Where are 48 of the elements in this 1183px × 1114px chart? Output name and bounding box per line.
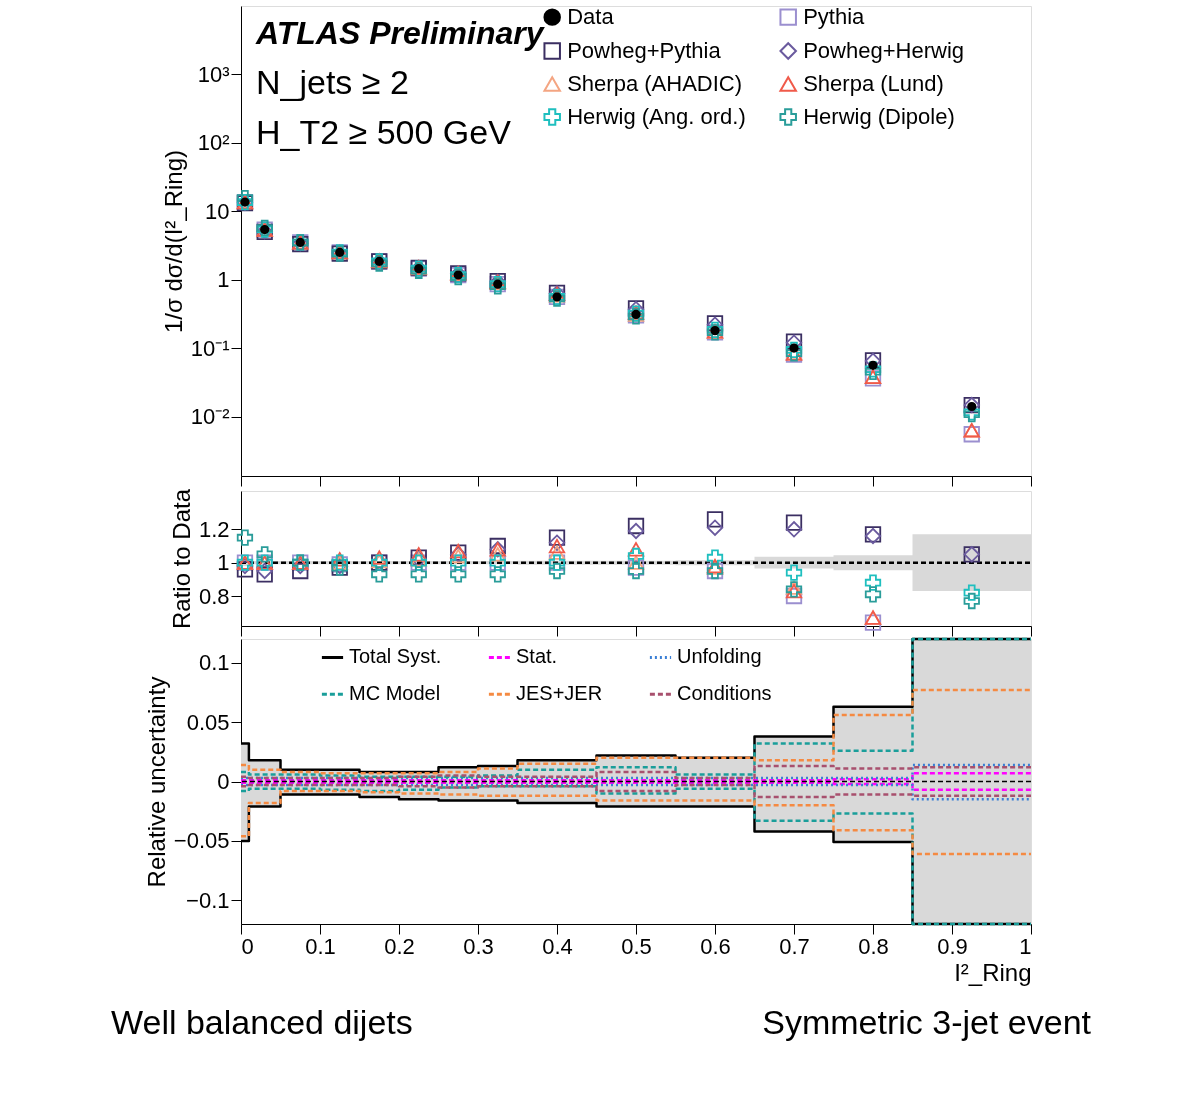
legend-label: Total Syst. <box>349 645 442 668</box>
legend-label: Stat. <box>516 645 558 668</box>
legend-label: Powheg+Herwig <box>803 38 965 63</box>
legend-label: Herwig (Dipole) <box>803 104 955 129</box>
legend-label: MC Model <box>349 682 441 705</box>
y-tick-label: 0 <box>217 769 230 794</box>
y-tick-label: −0.05 <box>173 828 230 854</box>
annotation: H_T2 ≥ 500 GeV <box>256 113 512 151</box>
y-tick-label: −0.1 <box>186 887 230 913</box>
x-tick-label: 0.2 <box>384 933 415 959</box>
y-tick-label: 0.05 <box>186 709 230 735</box>
x-tick-label: 0.4 <box>542 933 573 959</box>
legend-label: Herwig (Ang. ord.) <box>567 104 746 129</box>
y-tick-label: 1 <box>217 267 230 293</box>
text: Well balanced dijets <box>111 1003 413 1041</box>
legend-label: Sherpa (AHADIC) <box>567 71 743 96</box>
y-tick-label: 0.8 <box>198 583 230 609</box>
x-tick-label: 0.3 <box>463 933 494 959</box>
text: Symmetric 3-jet event <box>762 1003 1092 1041</box>
y-tick-label: 10² <box>197 130 230 156</box>
legend-label: Powheg+Pythia <box>567 38 722 63</box>
x-tick-label: 0.6 <box>700 933 731 959</box>
legend-label: Unfolding <box>677 645 762 668</box>
legend-label: Conditions <box>677 682 772 705</box>
y-tick-label: 10⁻² <box>190 404 230 429</box>
x-tick-label: 1 <box>1019 933 1032 959</box>
legend-label: Pythia <box>803 4 866 30</box>
y-axis-title: 1/σ dσ/d(I²_Ring) <box>159 149 187 334</box>
x-axis-title: I²_Ring <box>954 958 1032 986</box>
x-tick-label: 0.7 <box>779 933 810 959</box>
legend-label: JES+JER <box>516 682 603 705</box>
x-tick-label: 0.5 <box>621 933 652 959</box>
y-tick-label: 10⁻¹ <box>190 335 230 361</box>
y-axis-title: Ratio to Data <box>167 488 195 630</box>
y-tick-label: 1.2 <box>198 516 230 542</box>
legend-label: Sherpa (Lund) <box>803 71 944 96</box>
x-tick-label: 0.1 <box>305 933 336 959</box>
y-tick-label: 1 <box>217 550 230 576</box>
x-tick-label: 0.8 <box>858 933 889 959</box>
y-tick-label: 0.1 <box>198 650 230 676</box>
annotation: ATLAS Preliminary <box>255 15 546 51</box>
x-tick-label: 0 <box>241 933 254 959</box>
y-tick-label: 10 <box>205 198 230 224</box>
legend-label: Data <box>567 4 615 30</box>
x-tick-label: 0.9 <box>937 933 968 959</box>
y-axis-title: Relative uncertainty <box>142 676 170 888</box>
y-tick-label: 10³ <box>197 61 230 87</box>
annotation: N_jets ≥ 2 <box>256 63 409 101</box>
